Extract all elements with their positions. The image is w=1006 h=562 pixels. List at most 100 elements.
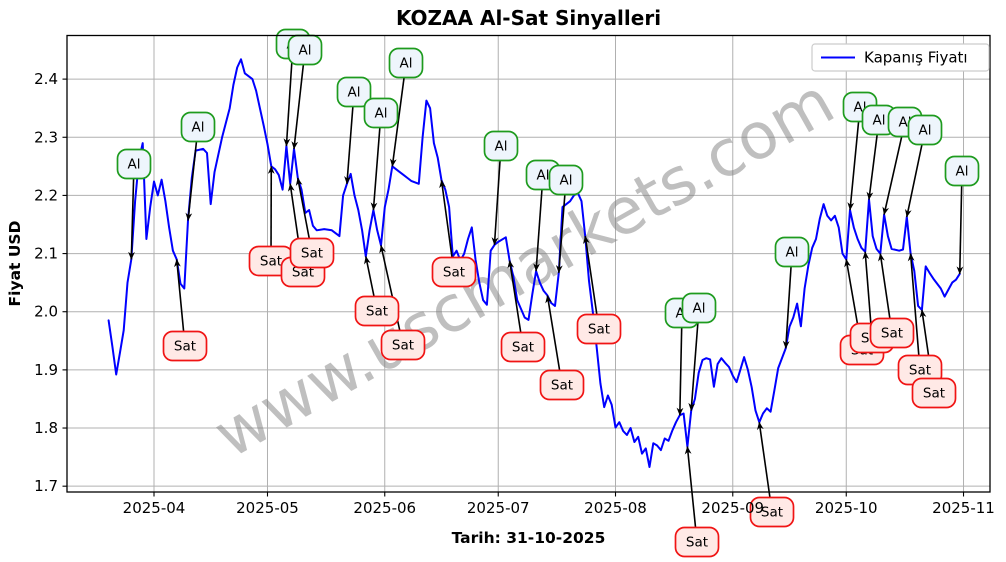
x-tick-label: 2025-04 [123,499,186,517]
buy-signal-arrow [185,126,199,221]
signal-badge-label: Sat [366,304,388,320]
signal-badge-label: Sat [881,326,903,342]
signal-badge-box [548,164,584,196]
signal-badge-label: Sat [292,265,314,281]
sell-signal-badge: Sat [539,369,585,401]
axis-layer: 2025-04 2025-05 2025-06 2025-07 2025-08 2025-… [34,70,995,517]
x-tick-label: 2025-10 [815,499,878,517]
signal-badge-label: Sat [392,338,414,354]
signal-badge-label: Al [128,157,141,173]
signal-badge-label: Al [495,139,508,155]
signal-badge-box [911,377,957,409]
buy-signal-badge: Al [388,47,424,79]
buy-signal-badge: Al [336,76,372,108]
signal-badge-box [500,331,546,363]
signal-badge-label: Al [537,168,550,184]
signal-badge-label: Sat [551,378,573,394]
signal-badge-box [749,496,795,528]
signal-badge-box [162,330,208,362]
y-tick-label: 1.9 [34,361,58,379]
signal-badge-label: Sat [686,535,708,551]
sell-signal-arrow [582,235,600,330]
signal-badge-box [576,313,622,345]
sell-signal-badge: Sat [749,496,795,528]
signal-badge-label: Sat [761,505,783,521]
signal-badge-label: Al [400,56,413,72]
buy-signal-arrow [555,179,567,274]
buy-signal-arrow [688,307,700,412]
signal-badge-box [116,148,152,180]
signal-badge-box [289,237,335,269]
buy-signal-badge: Al [861,104,897,136]
signal-badge-label: Sat [512,340,534,356]
signal-badge-label: Al [786,245,799,261]
sell-signal-badge: Sat [576,313,622,345]
buy-signal-arrow [291,49,306,150]
signal-badge-label: Sat [909,363,931,379]
legend: Kapanış Fiyatı [811,43,990,72]
sell-signal-badge: Sat [354,295,400,327]
signal-badge-box [539,369,585,401]
signal-badge-box [774,236,810,268]
closing-price-line [107,58,961,468]
x-tick-label: 2025-05 [236,499,299,517]
sell-signal-badge: Sat [380,329,426,361]
sell-signal-badge: Sat [674,526,720,558]
buy-signal-badge: Al [483,130,519,162]
buy-signal-badge: Al [907,114,943,146]
buy-signal-arrow [128,163,135,260]
signal-badge-label: Sat [174,339,196,355]
y-tick-label: 2.0 [34,303,58,321]
y-axis-label: Fiyat USD [6,220,24,306]
y-tick-label: 2.3 [34,128,58,146]
sell-signal-badge: Sat [289,237,335,269]
y-tick-label: 1.7 [34,477,58,495]
x-tick-label: 2025-08 [584,499,647,517]
signal-badge-label: Al [299,43,312,59]
signal-badge-label: Al [375,106,388,122]
signal-badge-label: Al [560,173,573,189]
signal-badge-label: Al [873,113,886,129]
signal-badge-box [380,329,426,361]
sell-signal-badge: Sat [500,331,546,363]
signal-badge-box [363,97,399,129]
price-line-layer [107,58,961,468]
sell-signal-arrow [684,446,698,543]
buy-signal-badge: Al [180,111,216,143]
y-tick-label: 2.2 [34,186,58,204]
buy-signal-arrow [847,106,861,211]
signal-badge-label: Sat [443,265,465,281]
signal-badge-box [944,155,980,187]
buy-signal-badge: Al [944,155,980,187]
buy-signal-arrow [676,312,684,416]
buy-signal-arrow [956,170,964,275]
buy-signal-badge: Al [363,97,399,129]
buy-signal-arrow [533,174,544,272]
signal-badge-label: Al [919,123,932,139]
signal-badge-label: Al [192,120,205,136]
x-tick-label: 2025-11 [932,499,995,517]
signal-badge-box [180,111,216,143]
buy-signal-badge: Al [116,148,152,180]
y-tick-label: 2.4 [34,70,58,88]
buy-signal-arrow [491,145,502,246]
signal-badge-box [388,47,424,79]
signal-annotations-layer: AlAlAlAlAlAlAlAlAlAlAlAlAlAlAlAlAlAlSatS… [116,28,980,558]
x-tick-label: 2025-06 [353,499,416,517]
plot-border [66,34,991,493]
signal-badge-label: Al [693,301,706,317]
sell-signal-arrow [907,253,921,371]
buy-signal-badge: Al [287,34,323,66]
sell-signal-badge: Sat [911,377,957,409]
signal-badge-label: Al [956,164,969,180]
signal-badge-label: Sat [923,386,945,402]
y-tick-label: 2.1 [34,245,58,263]
signal-badge-label: Al [348,85,361,101]
signal-badge-box [869,317,915,349]
x-tick-label: 2025-07 [467,499,530,517]
signal-badge-label: Sat [588,322,610,338]
buy-signal-badge: Al [681,292,717,324]
x-tick-label: 2025-09 [701,499,764,517]
